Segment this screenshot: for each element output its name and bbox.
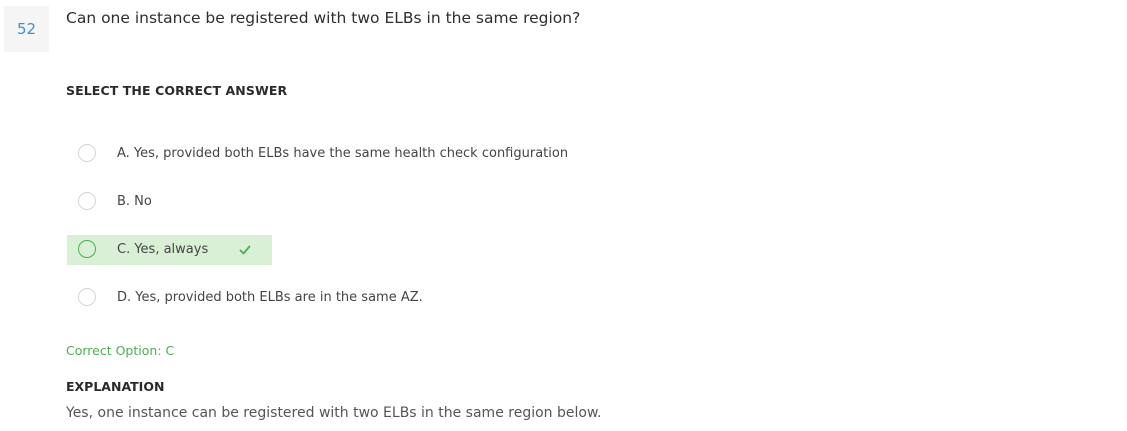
answer-option-a[interactable]: A. Yes, provided both ELBs have the same… xyxy=(67,139,627,169)
answer-option-b[interactable]: B. No xyxy=(67,187,227,217)
question-number-badge: 52 xyxy=(4,6,49,52)
correct-option-text: Correct Option: C xyxy=(66,343,175,358)
answer-option-c[interactable]: C. Yes, always xyxy=(67,235,272,265)
radio-button-d[interactable] xyxy=(78,288,96,306)
select-answer-heading: SELECT THE CORRECT ANSWER xyxy=(66,83,288,98)
radio-button-c[interactable] xyxy=(78,240,96,258)
answer-option-d[interactable]: D. Yes, provided both ELBs are in the sa… xyxy=(67,283,487,313)
answer-option-b-label: B. No xyxy=(117,194,152,209)
explanation-heading: EXPLANATION xyxy=(66,379,165,394)
answer-option-d-label: D. Yes, provided both ELBs are in the sa… xyxy=(117,290,423,305)
answer-option-a-label: A. Yes, provided both ELBs have the same… xyxy=(117,146,569,161)
answer-option-c-label: C. Yes, always xyxy=(117,242,209,257)
radio-button-b[interactable] xyxy=(78,192,96,210)
question-text: Can one instance be registered with two … xyxy=(66,9,581,27)
checkmark-icon xyxy=(239,245,251,255)
radio-button-a[interactable] xyxy=(78,144,96,162)
explanation-text: Yes, one instance can be registered with… xyxy=(66,405,602,421)
